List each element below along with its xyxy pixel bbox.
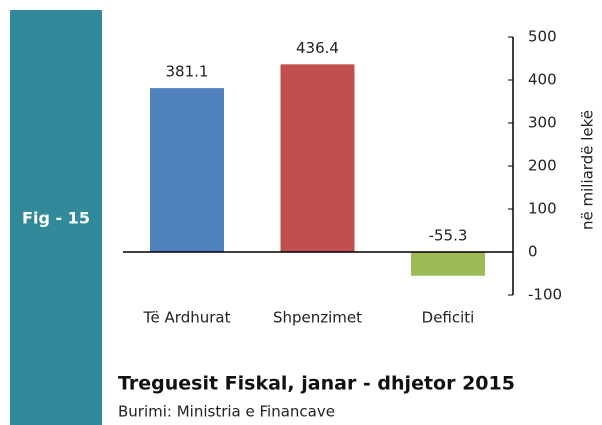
value-label: 381.1 — [166, 63, 209, 81]
sidebar — [10, 10, 102, 425]
y-tick-label: 400 — [528, 71, 557, 89]
y-tick-label: 200 — [528, 157, 557, 175]
value-label: -55.3 — [429, 227, 468, 245]
chart-title: Treguesit Fiskal, janar - dhjetor 2015 — [118, 373, 515, 395]
y-tick-label: 300 — [528, 114, 557, 132]
y-axis-label: në miliardë lekë — [579, 110, 597, 230]
x-tick-label: Të Ardhurat — [143, 309, 231, 327]
value-label: 436.4 — [296, 39, 339, 57]
source: Burimi: Ministria e Financave — [118, 403, 335, 421]
y-tick-label: 0 — [528, 243, 538, 261]
x-tick-label: Shpenzimet — [273, 309, 362, 327]
y-tick-label: 500 — [528, 28, 557, 46]
x-tick-label: Deficiti — [422, 309, 475, 327]
bar — [411, 252, 485, 276]
bar — [280, 64, 355, 253]
y-tick-label: -100 — [528, 286, 562, 304]
sidebar-label: Fig - 15 — [22, 209, 90, 228]
y-tick-label: 100 — [528, 200, 557, 218]
bar — [150, 88, 224, 252]
